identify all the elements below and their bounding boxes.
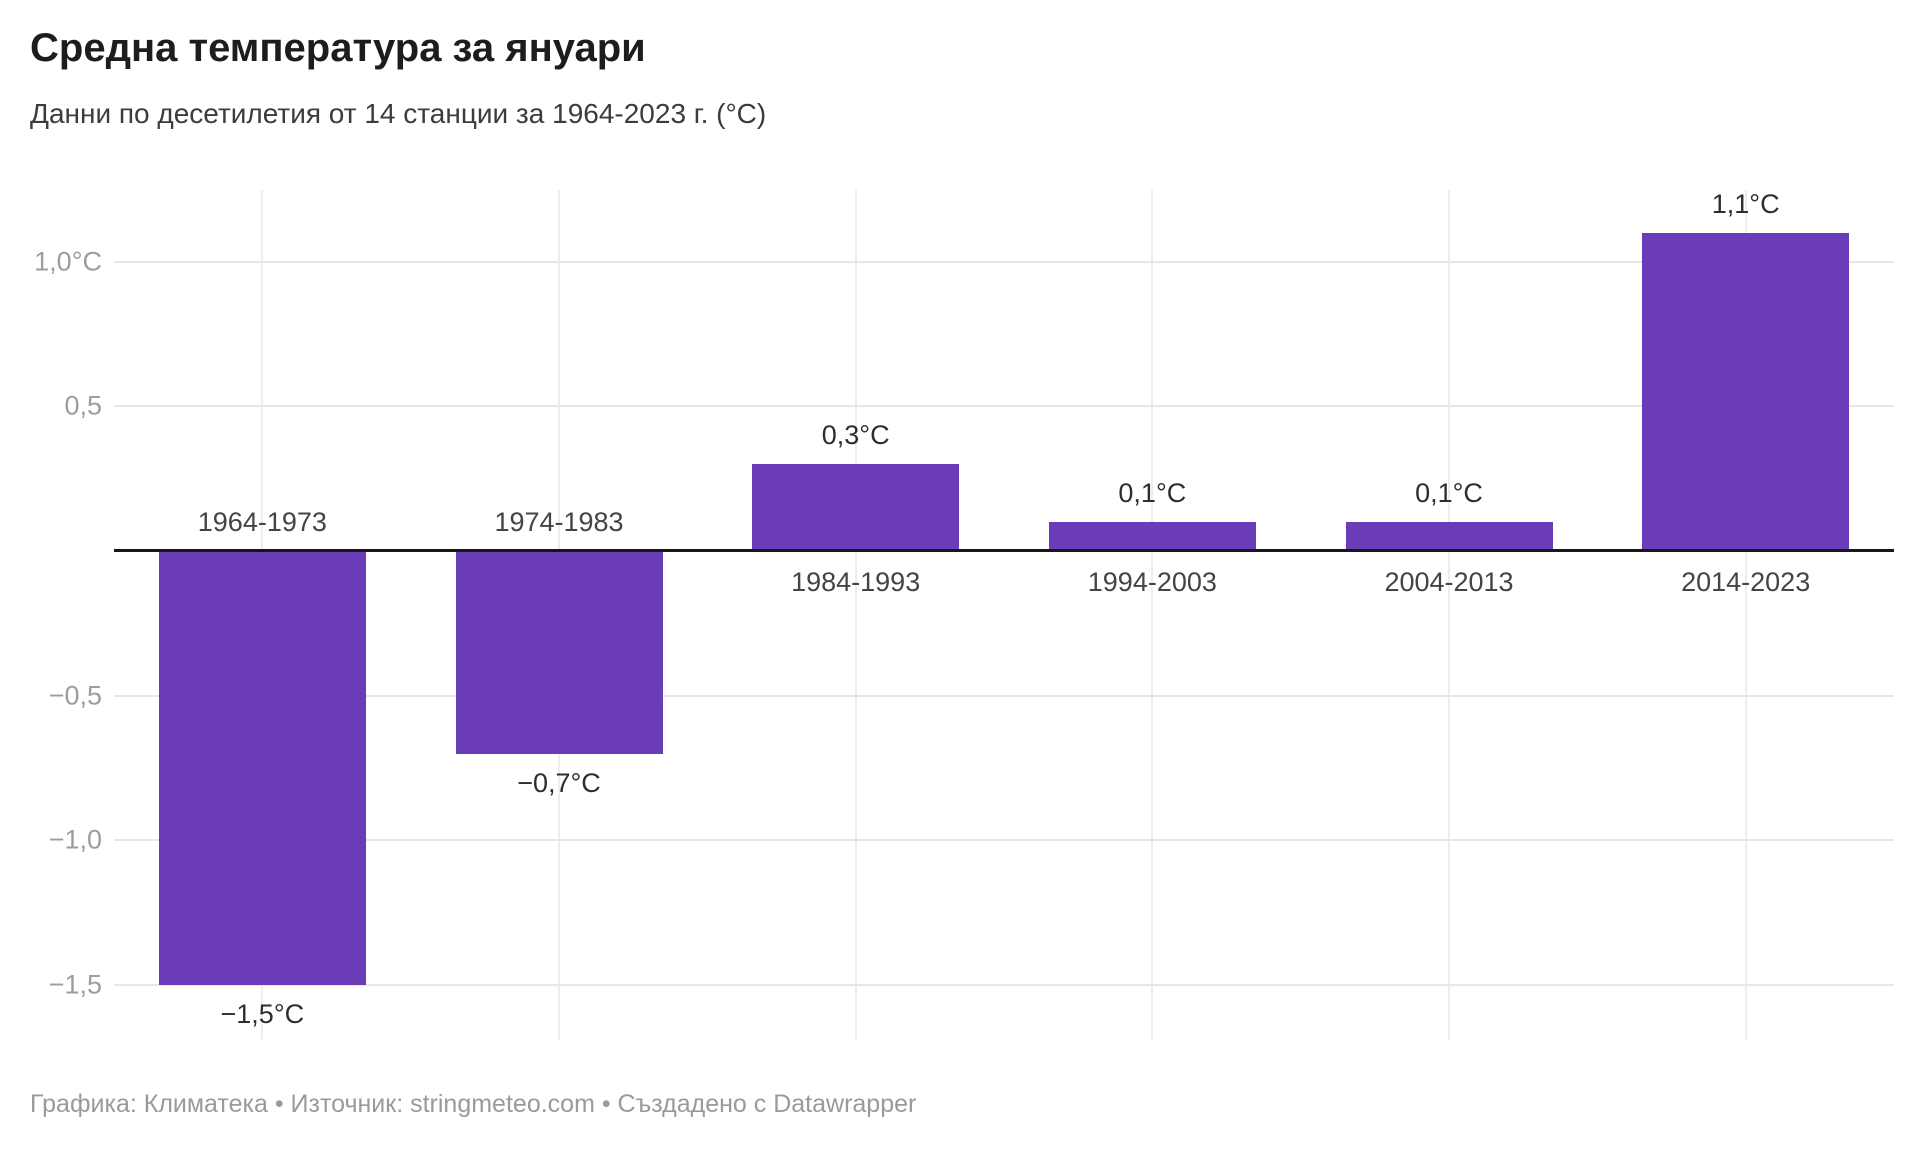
bar[interactable] — [1345, 522, 1553, 551]
bar-value-label: 1,1°C — [1711, 188, 1780, 219]
y-axis-tick-label: −1,5 — [48, 969, 102, 1000]
category-label: 1964-1973 — [197, 507, 327, 537]
y-axis-tick-label: 1,0°C — [34, 246, 102, 277]
chart-footer: Графика: Климатека • Източник: stringmet… — [30, 1090, 917, 1118]
horizontal-gridline — [114, 839, 1894, 842]
category-label: 1994-2003 — [1087, 567, 1217, 597]
zero-baseline — [114, 549, 1894, 552]
horizontal-gridline — [114, 405, 1894, 408]
bar[interactable] — [1048, 522, 1256, 551]
y-axis-tick-label: −1,0 — [48, 824, 102, 855]
y-axis-tick-label: −0,5 — [48, 680, 102, 711]
vertical-gridline — [1448, 190, 1450, 1040]
bar-value-label: −0,7°C — [517, 767, 601, 798]
vertical-gridline — [1744, 190, 1747, 1040]
bar[interactable] — [158, 551, 366, 985]
y-axis-tick-label: 0,5 — [64, 390, 102, 421]
vertical-gridline — [854, 190, 857, 1040]
category-label: 1974-1983 — [494, 507, 624, 537]
horizontal-gridline — [114, 260, 1894, 263]
category-label: 2004-2013 — [1384, 567, 1514, 597]
bar-value-label: 0,1°C — [1415, 478, 1483, 509]
chart-title: Средна температура за януари — [30, 26, 646, 70]
bar-value-label: 0,1°C — [1118, 478, 1187, 509]
category-label: 2014-2023 — [1681, 567, 1811, 597]
bar[interactable] — [1642, 232, 1850, 551]
horizontal-gridline — [114, 983, 1894, 986]
bar-value-label: −1,5°C — [220, 998, 305, 1029]
bar[interactable] — [752, 464, 960, 551]
vertical-gridline — [1151, 190, 1154, 1040]
chart-subtitle: Данни по десетилетия от 14 станции за 19… — [30, 98, 767, 129]
bar-value-label: 0,3°C — [821, 420, 890, 451]
horizontal-gridline — [114, 694, 1894, 697]
bar[interactable] — [455, 551, 663, 754]
category-label: 1984-1993 — [791, 567, 921, 597]
